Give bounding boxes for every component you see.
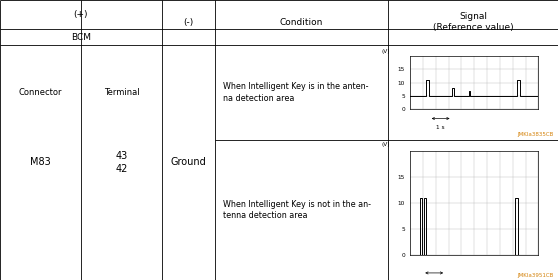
Text: Signal
(Reference value): Signal (Reference value) bbox=[432, 12, 513, 32]
Text: Terminal: Terminal bbox=[104, 88, 139, 97]
Text: (V): (V) bbox=[382, 49, 391, 54]
Text: When Intelligent Key is not in the an-
tenna detection area: When Intelligent Key is not in the an- t… bbox=[223, 200, 371, 220]
Text: BCM: BCM bbox=[71, 32, 91, 42]
Text: When Intelligent Key is in the anten-
na detection area: When Intelligent Key is in the anten- na… bbox=[223, 82, 369, 103]
Text: 1 s: 1 s bbox=[436, 125, 445, 130]
Text: JMKIa3951CB: JMKIa3951CB bbox=[517, 273, 554, 278]
Text: 43
42: 43 42 bbox=[115, 151, 128, 174]
Text: Connector: Connector bbox=[19, 88, 62, 97]
Text: (-): (-) bbox=[183, 18, 194, 27]
Text: (+): (+) bbox=[74, 10, 88, 19]
Text: Condition: Condition bbox=[280, 18, 323, 27]
Text: M83: M83 bbox=[30, 157, 51, 167]
Text: Ground: Ground bbox=[170, 157, 206, 167]
Text: JMKIa3835CB: JMKIa3835CB bbox=[517, 132, 554, 137]
Text: (V): (V) bbox=[382, 142, 391, 147]
